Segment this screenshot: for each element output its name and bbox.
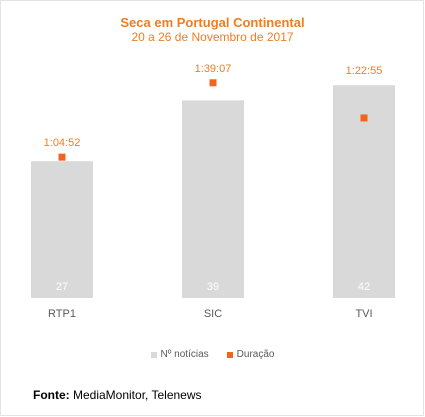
category-label-tvi: TVI: [355, 308, 372, 320]
chart-title: Seca em Portugal Continental: [120, 15, 305, 30]
duration-marker-sic: [209, 79, 217, 87]
chart-subtitle: 20 a 26 de Novembro de 2017: [131, 30, 294, 44]
duration-marker-tvi: [360, 114, 368, 122]
bar-value-label-sic: 39: [207, 281, 219, 293]
legend-swatch-news: [150, 351, 157, 358]
bar-rtp1: [31, 161, 93, 298]
duration-label-rtp1: 1:04:52: [44, 137, 81, 149]
bar-value-label-rtp1: 27: [56, 281, 68, 293]
bar-value-label-tvi: 42: [358, 281, 370, 293]
duration-label-sic: 1:39:07: [195, 63, 232, 75]
legend-label-duration: Duração: [236, 349, 275, 360]
source-footer: Fonte: MediaMonitor, Telenews: [33, 388, 202, 402]
bar-sic: [182, 100, 244, 299]
legend-swatch-duration: [226, 351, 233, 358]
legend-item-news: Nº notícias: [150, 349, 209, 360]
source-label: Fonte:: [33, 388, 70, 402]
category-label-rtp1: RTP1: [48, 308, 76, 320]
category-label-sic: SIC: [204, 308, 222, 320]
legend-label-news: Nº notícias: [160, 349, 209, 360]
legend-item-duration: Duração: [226, 349, 275, 360]
source-text: MediaMonitor, Telenews: [69, 388, 202, 402]
duration-marker-rtp1: [58, 153, 66, 161]
duration-label-tvi: 1:22:55: [346, 65, 383, 77]
legend: Nº notícias Duração: [0, 349, 425, 360]
